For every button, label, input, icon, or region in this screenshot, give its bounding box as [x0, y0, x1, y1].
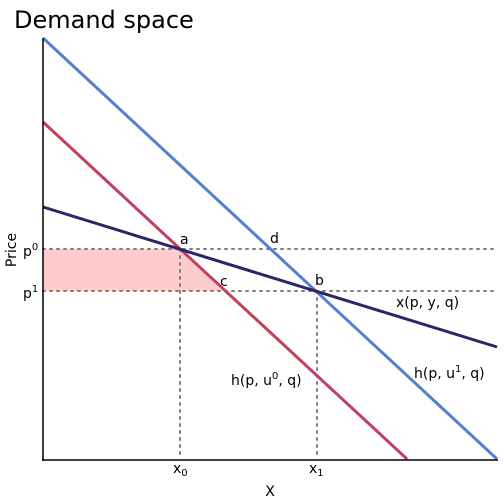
point-label-b: b: [315, 273, 324, 289]
hicksian-demand-u1-line: [41, 36, 499, 461]
tick-label-p0: p0: [23, 242, 38, 260]
diagram-title: Demand space: [14, 6, 194, 34]
curve-label-marshallian: x(p, y, q): [396, 295, 459, 311]
curve-label-hicks-u0: h(p, u0, q): [231, 371, 302, 389]
tick-label-x1: x1: [309, 461, 324, 479]
marshallian-demand-line: [42, 205, 498, 349]
point-label-d: d: [270, 231, 279, 247]
y-axis-label: Price: [4, 233, 20, 267]
curve-label-hicks-u1: h(p, u1, q): [414, 364, 485, 382]
hicksian-demand-u0-line: [41, 120, 409, 461]
point-label-a: a: [180, 232, 189, 248]
tick-label-p1: p1: [23, 284, 38, 302]
tick-label-x0: x0: [173, 461, 188, 479]
point-label-c: c: [220, 274, 228, 290]
x-axis-label: X: [265, 484, 275, 500]
shaded-surplus-area: [43, 249, 222, 291]
